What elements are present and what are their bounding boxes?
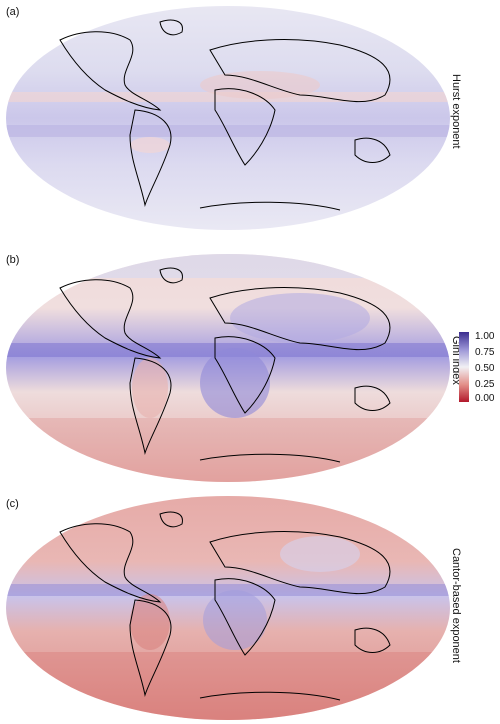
colorbar-tick: 0.00 <box>475 393 495 404</box>
colorbar-tick: 0.75 <box>475 347 495 358</box>
coastlines <box>59 267 391 463</box>
panel-label: (b) <box>6 254 20 266</box>
panel-gini: (b) Gini index <box>0 248 500 488</box>
hurst-map <box>6 6 450 230</box>
colorbar-gradient <box>459 332 469 402</box>
panel-side-label: Hurst exponent <box>450 74 462 149</box>
coastlines <box>59 19 391 211</box>
cantor-map <box>6 496 450 720</box>
gini-map <box>6 254 450 482</box>
coastlines <box>59 511 391 701</box>
colorbar-tick: 0.25 <box>475 379 495 390</box>
colorbar: 1.00 0.75 0.50 0.25 0.00 <box>455 331 500 404</box>
panel-label: (c) <box>6 498 19 510</box>
panel-hurst: (a) Hurst exponent <box>0 0 500 236</box>
panel-side-label: Cantor-based exponent <box>450 548 462 663</box>
panel-cantor: (c) Cantor-based exponent <box>0 492 500 724</box>
colorbar-tick: 0.50 <box>475 363 495 374</box>
panel-label: (a) <box>6 6 20 18</box>
colorbar-tick: 1.00 <box>475 331 495 342</box>
